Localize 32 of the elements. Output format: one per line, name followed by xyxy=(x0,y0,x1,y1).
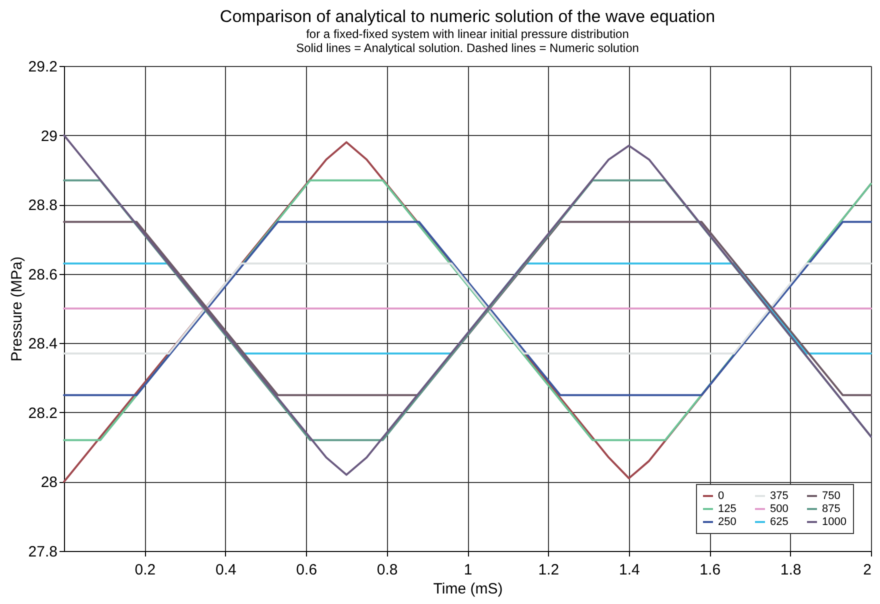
x-tick-label: 0.6 xyxy=(296,562,318,578)
y-axis-title: Pressure (MPa) xyxy=(8,256,26,362)
y-tick-label: 29 xyxy=(40,128,58,145)
y-tick-label: 28.4 xyxy=(28,336,58,353)
legend-label: 375 xyxy=(770,490,788,502)
y-tick-label: 29.2 xyxy=(28,58,58,76)
legend-label: 875 xyxy=(822,503,840,515)
x-axis-title: Time (mS) xyxy=(433,580,503,598)
chart-subtitle: for a fixed-fixed system with linear initial pressure distribution xyxy=(306,27,629,41)
legend-label: 625 xyxy=(770,516,788,528)
x-tick-label: 1.4 xyxy=(618,562,640,578)
legend-label: 250 xyxy=(718,516,736,528)
text: Solid lines = Analytical solution. Dashed lines = Numeric solution xyxy=(296,41,639,55)
x-tick-label: 1 xyxy=(464,562,472,578)
x-tick-label: 1.8 xyxy=(780,562,802,578)
x-tick-label: 1.6 xyxy=(700,562,721,578)
x-tick-label: 0.4 xyxy=(215,562,236,578)
legend-label: 1000 xyxy=(822,516,846,528)
legend-label: 0 xyxy=(718,490,724,502)
legend-label: 125 xyxy=(718,503,736,515)
chart-title: Comparison of analytical to numeric solution of the wave equation xyxy=(220,7,716,26)
y-tick-label: 27.8 xyxy=(28,544,58,560)
legend-label: 500 xyxy=(770,503,788,515)
y-tick-label: 28 xyxy=(40,474,58,492)
x-tick-label: 1.2 xyxy=(538,562,560,578)
y-tick-label: 28.6 xyxy=(28,266,58,284)
legend-label: 750 xyxy=(822,490,840,502)
x-tick-label: 0.2 xyxy=(134,562,156,578)
x-tick-label: 2 xyxy=(863,562,872,578)
y-tick-label: 28.8 xyxy=(28,197,58,214)
y-tick-label: 28.2 xyxy=(28,404,58,422)
x-tick-label: 0.8 xyxy=(376,562,398,578)
